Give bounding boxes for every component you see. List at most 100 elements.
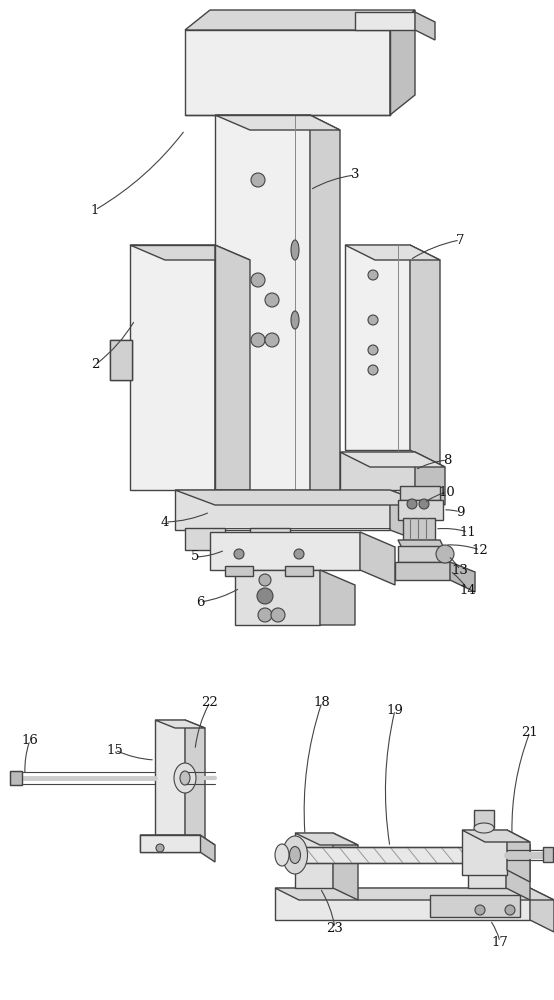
- Polygon shape: [275, 888, 554, 900]
- Circle shape: [259, 574, 271, 586]
- Circle shape: [265, 293, 279, 307]
- Circle shape: [251, 273, 265, 287]
- Polygon shape: [130, 245, 250, 260]
- Bar: [275, 888, 530, 920]
- Circle shape: [407, 499, 417, 509]
- Text: 23: 23: [326, 922, 343, 934]
- Text: 9: 9: [456, 506, 464, 518]
- Ellipse shape: [275, 844, 289, 866]
- Circle shape: [156, 844, 164, 852]
- Circle shape: [251, 173, 265, 187]
- Text: 19: 19: [387, 704, 403, 716]
- Bar: [398, 500, 443, 520]
- Bar: [225, 566, 253, 576]
- Text: 15: 15: [106, 744, 124, 756]
- Bar: [403, 518, 435, 540]
- Bar: [430, 895, 520, 917]
- Polygon shape: [333, 833, 358, 900]
- Polygon shape: [215, 245, 250, 490]
- Ellipse shape: [283, 836, 307, 874]
- Polygon shape: [140, 835, 215, 845]
- Circle shape: [257, 588, 273, 604]
- Circle shape: [294, 549, 304, 559]
- Bar: [130, 245, 215, 490]
- Text: 2: 2: [91, 359, 99, 371]
- Polygon shape: [415, 452, 445, 505]
- Circle shape: [234, 549, 244, 559]
- Bar: [395, 562, 450, 580]
- Circle shape: [419, 499, 429, 509]
- Polygon shape: [530, 888, 554, 932]
- Bar: [543, 847, 553, 862]
- Bar: [140, 835, 200, 852]
- Bar: [210, 532, 360, 570]
- Polygon shape: [155, 720, 205, 728]
- Bar: [340, 452, 415, 490]
- Polygon shape: [215, 115, 340, 130]
- Polygon shape: [295, 833, 358, 845]
- Polygon shape: [175, 490, 430, 505]
- Bar: [10, 771, 22, 785]
- Polygon shape: [340, 452, 445, 467]
- Text: 3: 3: [351, 168, 359, 182]
- Ellipse shape: [180, 771, 190, 785]
- Polygon shape: [450, 562, 475, 592]
- Circle shape: [368, 345, 378, 355]
- Text: 8: 8: [443, 454, 451, 466]
- Polygon shape: [140, 835, 200, 852]
- Polygon shape: [390, 490, 430, 545]
- Bar: [345, 245, 410, 450]
- Circle shape: [436, 545, 454, 563]
- Polygon shape: [506, 833, 530, 900]
- Polygon shape: [415, 12, 435, 40]
- Circle shape: [475, 905, 485, 915]
- Circle shape: [271, 608, 285, 622]
- Bar: [175, 490, 390, 530]
- Ellipse shape: [291, 311, 299, 329]
- Text: 14: 14: [460, 584, 476, 596]
- Polygon shape: [360, 532, 395, 585]
- Bar: [185, 528, 225, 550]
- Polygon shape: [155, 720, 185, 835]
- Polygon shape: [507, 830, 530, 882]
- Text: 21: 21: [522, 726, 538, 738]
- Polygon shape: [185, 720, 205, 843]
- Text: 10: 10: [439, 486, 455, 498]
- Bar: [295, 847, 480, 863]
- Ellipse shape: [474, 823, 494, 833]
- Text: 5: 5: [191, 550, 199, 564]
- Circle shape: [368, 365, 378, 375]
- Circle shape: [258, 608, 272, 622]
- Bar: [468, 833, 506, 888]
- Text: 13: 13: [452, 564, 469, 576]
- Bar: [355, 12, 415, 30]
- Circle shape: [368, 315, 378, 325]
- Text: 12: 12: [471, 544, 489, 556]
- Circle shape: [251, 333, 265, 347]
- Bar: [235, 570, 320, 625]
- Circle shape: [368, 270, 378, 280]
- Text: 4: 4: [161, 516, 169, 528]
- Polygon shape: [410, 245, 440, 465]
- Polygon shape: [310, 115, 340, 505]
- Text: 7: 7: [456, 233, 464, 246]
- Ellipse shape: [290, 846, 300, 863]
- Text: 11: 11: [460, 526, 476, 538]
- Bar: [400, 486, 440, 500]
- Bar: [462, 830, 507, 875]
- Bar: [474, 810, 494, 828]
- Circle shape: [265, 333, 279, 347]
- Polygon shape: [200, 835, 215, 862]
- Polygon shape: [110, 340, 132, 380]
- Polygon shape: [468, 833, 530, 845]
- Bar: [285, 566, 313, 576]
- Text: 22: 22: [202, 696, 218, 708]
- Bar: [185, 30, 390, 115]
- Bar: [215, 115, 310, 490]
- Bar: [250, 528, 290, 550]
- Bar: [398, 546, 448, 562]
- Polygon shape: [345, 245, 440, 260]
- Text: 16: 16: [22, 734, 38, 746]
- Text: 1: 1: [91, 204, 99, 217]
- Text: 18: 18: [314, 696, 330, 708]
